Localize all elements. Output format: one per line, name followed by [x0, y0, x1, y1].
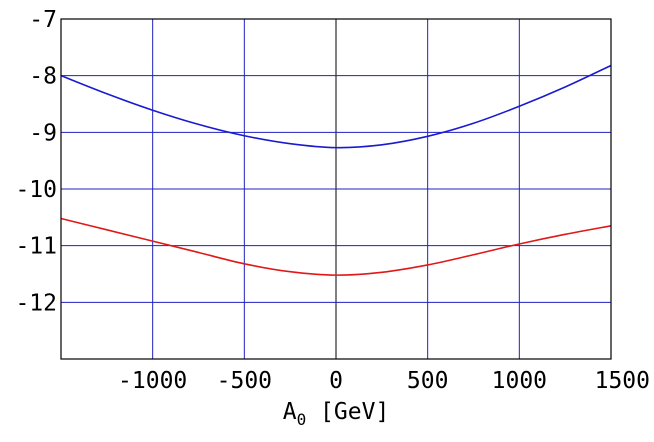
x-axis-title: A0 [GeV] — [283, 399, 390, 429]
y-tick-label: -8 — [29, 64, 57, 90]
y-tick-label: -11 — [15, 234, 57, 260]
x-axis-title-unit: [GeV] — [306, 399, 389, 425]
grid-lines — [61, 18, 612, 359]
x-tick-labels: -1000 -500 0 500 1000 1500 — [118, 368, 650, 394]
x-axis-title-main: A — [283, 399, 297, 425]
series-line-1 — [60, 64, 612, 149]
x-tick-label: -500 — [217, 368, 272, 394]
y-tick-label: -10 — [15, 177, 57, 203]
plot-frame — [60, 18, 612, 360]
x-tick-label: -1000 — [118, 368, 187, 394]
x-tick-label: 1000 — [492, 368, 547, 394]
x-tick-label: 500 — [407, 368, 449, 394]
y-tick-label: -7 — [29, 7, 57, 33]
x-tick-label: 0 — [329, 368, 343, 394]
y-tick-label: -12 — [15, 290, 57, 316]
x-tick-label: 1500 — [595, 368, 650, 394]
series-line-2 — [60, 217, 612, 276]
y-tick-label: -9 — [29, 120, 57, 146]
y-tick-labels: -7 -8 -9 -10 -11 -12 — [15, 7, 57, 316]
x-axis-title-subscript: 0 — [297, 410, 307, 429]
series-group — [60, 64, 612, 276]
